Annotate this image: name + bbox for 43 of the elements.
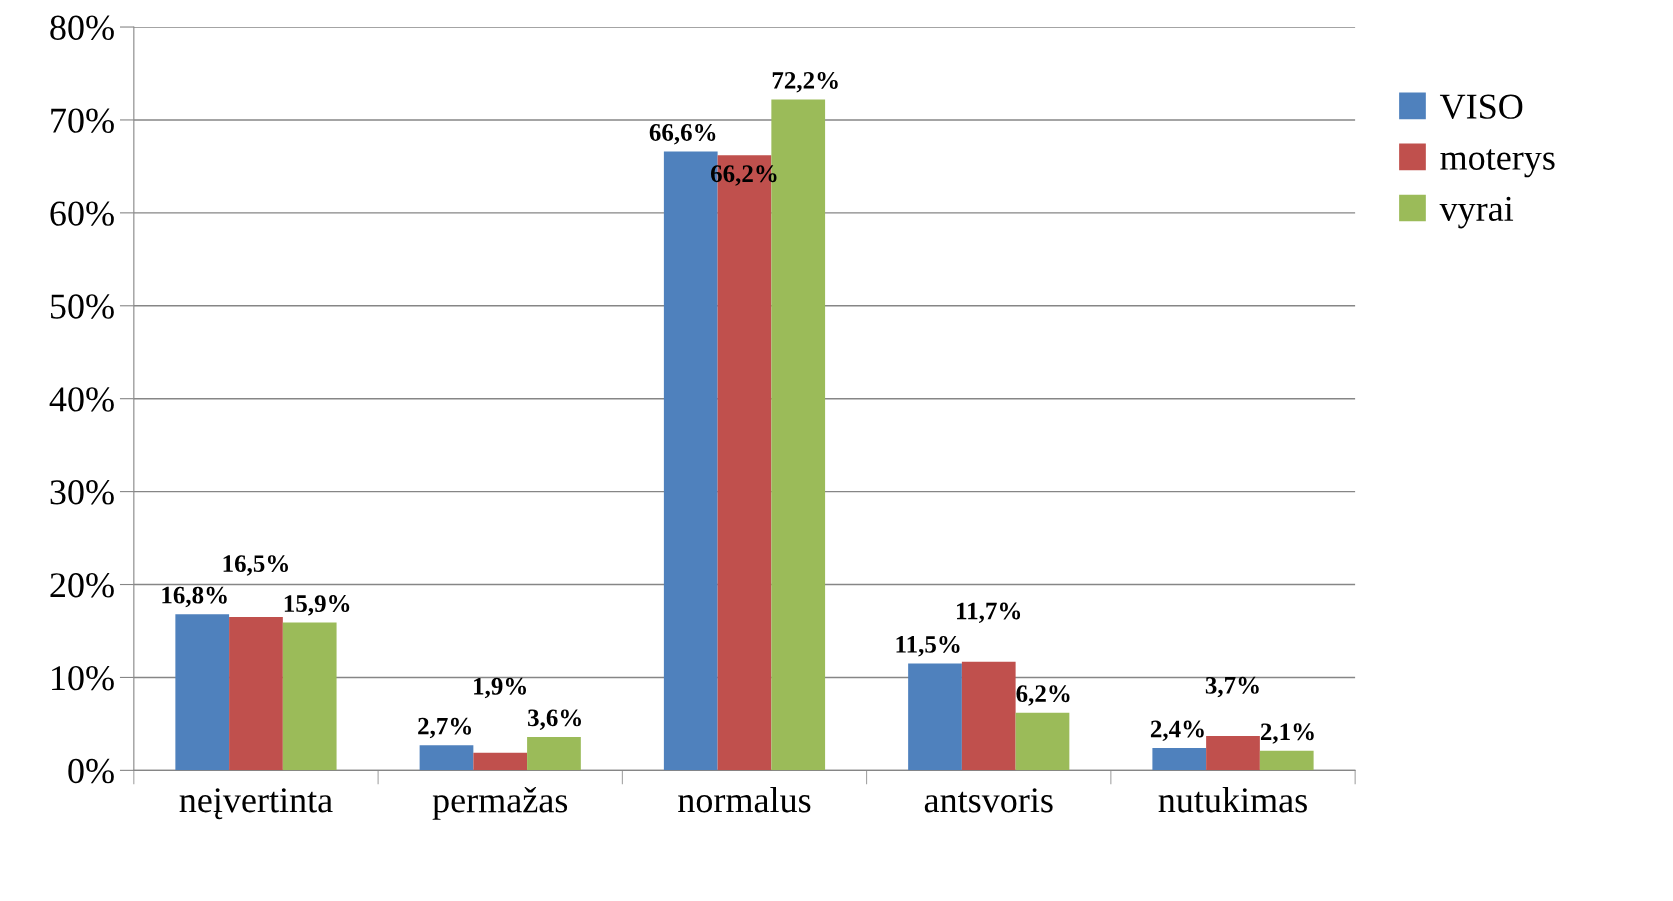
x-tick-label: normalus [678,787,811,813]
x-tick-label: nutukimas [1158,787,1307,813]
bar [473,752,528,771]
x-tick-label: neįvertinta [179,788,333,820]
data-label: 6,2% [1016,685,1070,706]
bar [419,745,474,771]
y-tick-label: 0% [68,758,114,784]
y-tick-label: 60% [50,201,114,226]
data-label: 3,6% [528,709,581,730]
data-label: 16,5% [223,555,288,576]
data-label: 66,6% [649,124,716,145]
data-label: 11,5% [896,635,960,657]
x-tick-label: permažas [432,787,568,820]
bar [229,617,283,771]
bar [908,663,962,771]
data-label: 2,4% [1150,720,1204,742]
bar [1206,735,1260,771]
data-label: 2,1% [1260,723,1314,744]
data-label: 3,7% [1205,676,1259,698]
data-label: 1,9% [474,677,527,699]
bar [175,614,230,771]
y-tick-label: 10% [52,665,114,691]
bar [1259,750,1314,771]
legend-label: vyrai [1439,196,1514,229]
legend-label: moterys [1440,149,1555,178]
y-tick-label: 30% [50,480,114,505]
y-tick-label: 50% [51,294,114,319]
x-tick-label: antsvoris [924,788,1053,813]
bar [527,736,581,771]
data-label: 72,2% [772,71,838,93]
y-tick-label: 80% [50,15,114,41]
data-label: 2,7% [418,717,472,739]
data-label: 15,9% [284,595,350,616]
y-tick-label: 20% [50,573,114,598]
y-tick-label: 40% [49,387,114,412]
bar [1152,748,1207,771]
legend-label: VISO [1439,94,1523,120]
y-tick-label: 70% [51,108,114,133]
bar [1015,712,1070,771]
bar [282,622,337,771]
data-label: 16,8% [162,586,227,608]
data-label: 11,7% [957,602,1021,624]
bar [961,661,1016,771]
